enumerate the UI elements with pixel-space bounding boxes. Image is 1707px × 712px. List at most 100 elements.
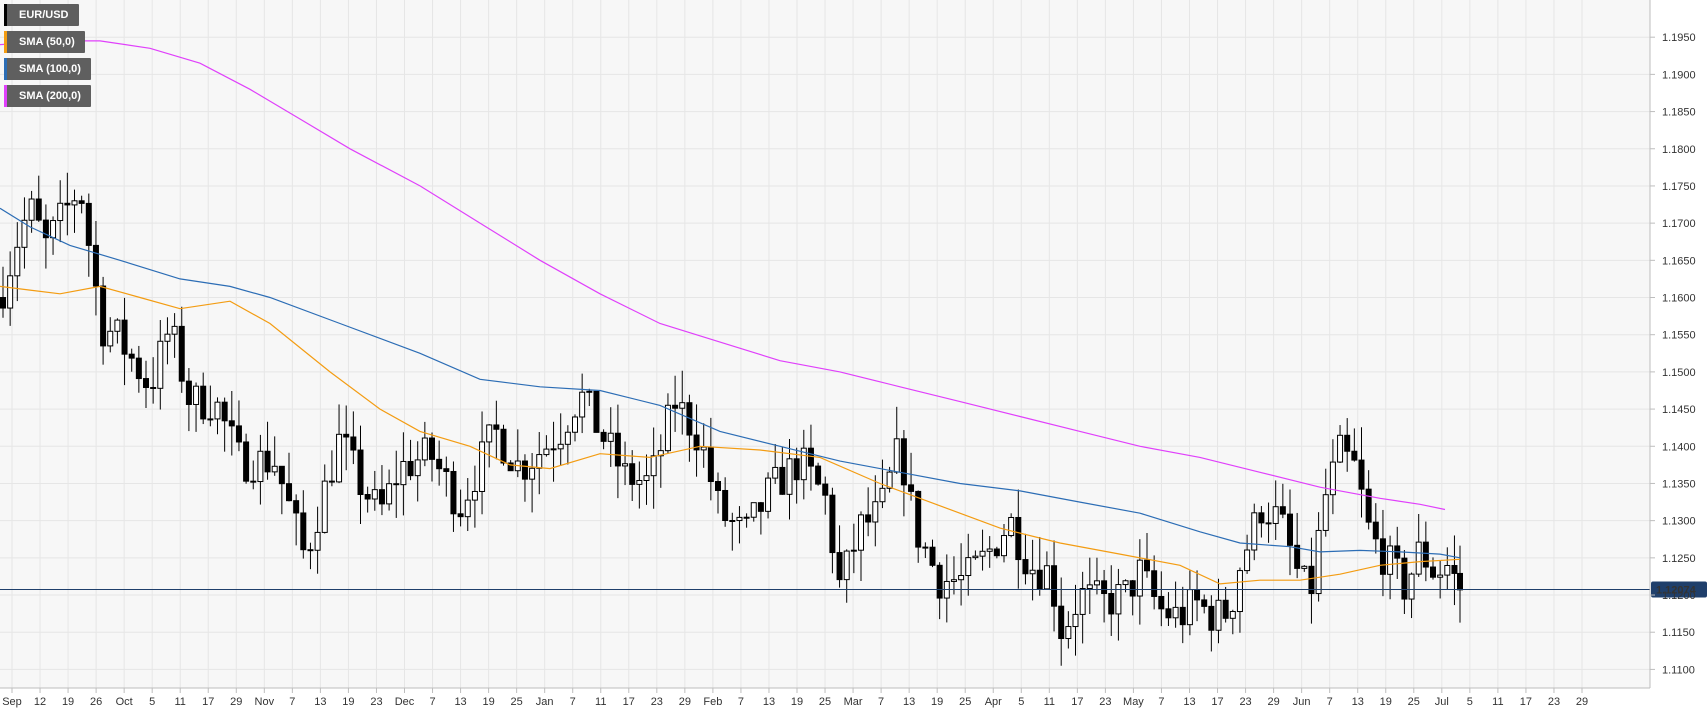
candle-body[interactable] [64, 202, 71, 206]
candle-body[interactable] [822, 483, 829, 496]
candle-body[interactable] [336, 433, 343, 483]
candle-body[interactable] [664, 404, 671, 452]
candle-body[interactable] [500, 428, 507, 464]
candle-body[interactable] [1065, 626, 1072, 640]
candle-body[interactable] [493, 424, 500, 430]
candle-body[interactable] [486, 424, 493, 443]
candle-body[interactable] [1322, 494, 1329, 531]
candle-body[interactable] [35, 198, 42, 221]
candle-body[interactable] [1415, 541, 1422, 575]
candle-body[interactable] [78, 200, 85, 204]
candle-body[interactable] [14, 246, 21, 277]
candle-body[interactable] [807, 447, 814, 467]
candle-body[interactable] [672, 404, 679, 409]
candle-body[interactable] [1186, 589, 1193, 626]
candle-body[interactable] [7, 275, 14, 309]
candle-body[interactable] [1051, 565, 1058, 607]
candle-body[interactable] [1079, 588, 1086, 615]
candle-body[interactable] [1001, 535, 1007, 557]
candle-body[interactable] [607, 432, 614, 442]
candle-body[interactable] [936, 564, 943, 599]
candle-body[interactable] [1401, 557, 1408, 600]
candle-body[interactable] [993, 548, 1000, 557]
candle-body[interactable] [965, 557, 972, 577]
legend-item-sma-50[interactable]: SMA (50,0) [4, 31, 85, 53]
sma-line-1000[interactable] [0, 207, 1461, 559]
candle-body[interactable] [1158, 595, 1165, 610]
candle-body[interactable] [843, 550, 850, 581]
candle-body[interactable] [750, 502, 757, 518]
candle-body[interactable] [786, 458, 793, 495]
candle-body[interactable] [986, 548, 993, 552]
candle-body[interactable] [286, 483, 292, 502]
candle-body[interactable] [443, 468, 450, 472]
candle-body[interactable] [1315, 529, 1322, 595]
candle-body[interactable] [829, 494, 836, 554]
candle-body[interactable] [893, 438, 900, 473]
candle-body[interactable] [1457, 572, 1463, 591]
candle-body[interactable] [765, 477, 772, 512]
candle-body[interactable] [50, 220, 57, 239]
candle-body[interactable] [1236, 570, 1243, 613]
candle-body[interactable] [429, 437, 435, 460]
candle-body[interactable] [1101, 580, 1108, 595]
candle-body[interactable] [650, 455, 657, 477]
candle-body[interactable] [200, 385, 207, 420]
candle-body[interactable] [779, 466, 786, 495]
candle-body[interactable] [836, 552, 843, 581]
candle-body[interactable] [743, 516, 750, 519]
candle-body[interactable] [178, 325, 185, 382]
candle-body[interactable] [214, 401, 221, 420]
candle-body[interactable] [121, 319, 128, 355]
candle-body[interactable] [657, 450, 664, 457]
candle-body[interactable] [1072, 613, 1079, 628]
candle-body[interactable] [707, 446, 714, 483]
candle-body[interactable] [1451, 565, 1458, 574]
candle-body[interactable] [314, 531, 321, 551]
candle-body[interactable] [243, 441, 250, 482]
candle-body[interactable] [1337, 434, 1344, 463]
candle-body[interactable] [157, 340, 164, 389]
candle-body[interactable] [736, 516, 743, 522]
candle-body[interactable] [1093, 580, 1100, 586]
candle-body[interactable] [57, 202, 64, 222]
candle-body[interactable] [979, 550, 986, 557]
candle-body[interactable] [1244, 549, 1251, 572]
candle-body[interactable] [400, 460, 407, 486]
legend-item-eurusd[interactable]: EUR/USD [4, 4, 79, 26]
candle-body[interactable] [593, 390, 600, 433]
candle-body[interactable] [865, 514, 872, 523]
candle-body[interactable] [1129, 580, 1136, 597]
candle-body[interactable] [1136, 559, 1143, 597]
sma-line-500[interactable] [0, 285, 1461, 585]
candle-body[interactable] [529, 467, 536, 480]
candle-body[interactable] [464, 499, 471, 518]
candle-body[interactable] [28, 198, 35, 221]
candle-body[interactable] [114, 319, 121, 332]
candle-body[interactable] [221, 401, 228, 422]
candle-body[interactable] [1215, 599, 1222, 631]
candle-body[interactable] [386, 483, 393, 505]
candle-body[interactable] [950, 579, 957, 582]
candle-body[interactable] [0, 297, 6, 309]
candle-body[interactable] [800, 447, 807, 481]
candle-body[interactable] [1015, 516, 1022, 561]
candle-body[interactable] [922, 546, 929, 549]
candle-body[interactable] [350, 436, 357, 451]
candle-body[interactable] [1179, 606, 1186, 626]
candle-body[interactable] [436, 458, 443, 470]
candle-body[interactable] [815, 465, 822, 485]
candle-body[interactable] [536, 454, 543, 469]
candle-body[interactable] [71, 200, 78, 206]
candle-body[interactable] [271, 465, 278, 473]
candle-body[interactable] [1251, 512, 1258, 551]
candle-body[interactable] [479, 441, 486, 492]
candle-body[interactable] [1258, 512, 1265, 524]
candle-body[interactable] [300, 512, 307, 551]
candle-body[interactable] [1308, 565, 1315, 595]
candle-body[interactable] [1444, 565, 1451, 576]
candle-body[interactable] [150, 386, 157, 389]
candle-body[interactable] [164, 333, 171, 342]
candle-body[interactable] [92, 244, 99, 287]
candle-body[interactable] [1344, 434, 1351, 452]
